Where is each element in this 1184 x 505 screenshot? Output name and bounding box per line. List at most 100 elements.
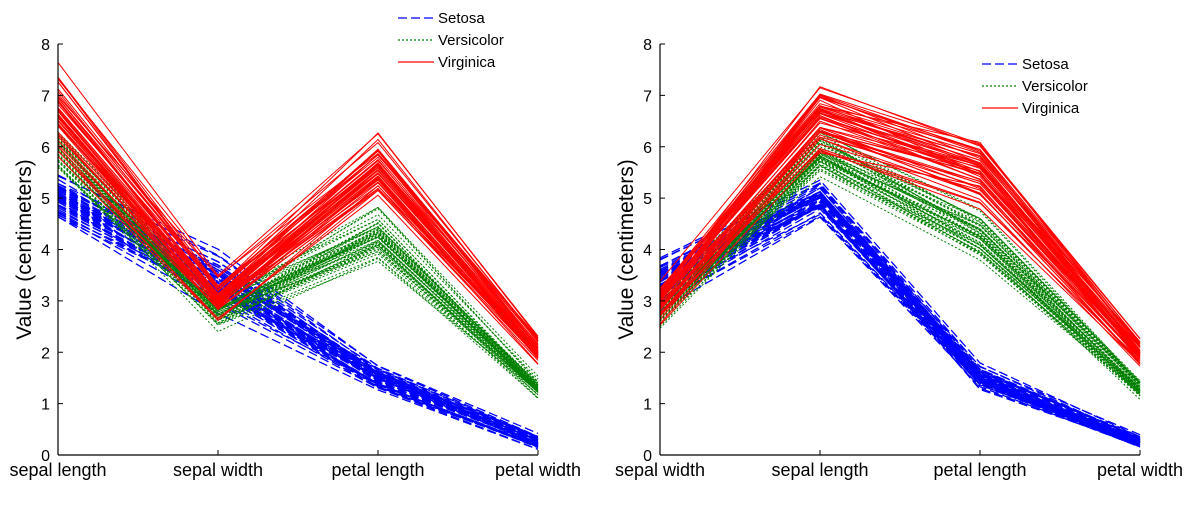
versicolor-line — [57, 167, 539, 399]
versicolor-line — [57, 155, 539, 400]
setosa-line — [57, 204, 539, 447]
versicolor-line — [659, 153, 1141, 387]
chart-panel-1: 0 1 2 3 4 5 6 7 8 sepal length sepal width petal le… — [9, 10, 581, 480]
virginica-line — [659, 150, 1141, 361]
setosa-line — [57, 198, 539, 444]
y-tick-label: 8 — [643, 37, 652, 54]
versicolor-line — [659, 139, 1141, 384]
virginica-line — [659, 94, 1141, 345]
virginica-line — [57, 93, 539, 353]
setosa-line — [659, 206, 1141, 444]
versicolor-line — [659, 163, 1141, 393]
versicolor-line — [659, 151, 1141, 384]
virginica-line — [57, 97, 539, 340]
setosa-line — [659, 193, 1141, 441]
versicolor-line — [659, 142, 1141, 390]
virginica-line — [659, 130, 1141, 360]
virginica-line — [57, 150, 539, 365]
versicolor-line — [57, 147, 539, 389]
virginica-line — [57, 123, 539, 360]
versicolor-line — [659, 157, 1141, 389]
y-tick-label: 5 — [41, 191, 50, 208]
y-tick-label: 0 — [643, 448, 652, 465]
setosa-line — [659, 195, 1141, 440]
y-axis-label: Value (centimeters) — [615, 159, 638, 340]
versicolor-line — [57, 164, 539, 396]
setosa-line — [57, 201, 539, 447]
versicolor-line — [57, 161, 539, 393]
legend-label-virginica: Virginica — [438, 54, 496, 71]
virginica-line — [57, 81, 539, 338]
versicolor-line — [659, 154, 1141, 392]
setosa-line — [659, 198, 1141, 445]
y-tick-label: 3 — [41, 294, 50, 311]
virginica-line — [659, 130, 1141, 362]
x-tick-label: petal width — [495, 460, 581, 480]
legend-label-versicolor: Versicolor — [438, 32, 504, 49]
virginica-line — [659, 134, 1141, 359]
setosa-line — [57, 190, 539, 442]
versicolor-line — [57, 143, 539, 390]
versicolor-line — [659, 164, 1141, 395]
virginica-line — [659, 110, 1141, 345]
legend-label-setosa: Setosa — [438, 10, 485, 27]
y-axis-label: Value (centimeters) — [13, 159, 36, 340]
versicolor-line — [57, 141, 539, 386]
virginica-line — [659, 94, 1141, 344]
virginica-line — [57, 100, 539, 346]
setosa-line — [57, 186, 539, 439]
chart-panel-2: 0 1 2 3 4 5 6 7 8 sepal width sepal length petal le… — [615, 37, 1183, 480]
virginica-line — [57, 156, 539, 358]
setosa-line — [57, 175, 539, 438]
y-tick-label: 4 — [643, 243, 652, 260]
versicolor-line — [659, 146, 1141, 388]
virginica-line — [659, 143, 1141, 360]
setosa-line — [659, 183, 1141, 440]
x-tick-label: petal length — [331, 460, 424, 480]
y-tick-label: 1 — [643, 397, 652, 414]
versicolor-line — [57, 165, 539, 399]
y-tick-label: 8 — [41, 37, 50, 54]
y-tick-label: 7 — [643, 88, 652, 105]
y-tick-label: 0 — [41, 448, 50, 465]
x-tick-label: sepal length — [9, 460, 106, 480]
versicolor-line — [659, 168, 1141, 394]
legend-label-setosa: Setosa — [1022, 56, 1069, 73]
x-tick-label: petal width — [1097, 460, 1183, 480]
versicolor-line — [659, 140, 1141, 382]
virginica-line — [659, 130, 1141, 365]
y-tick-label: 7 — [41, 88, 50, 105]
virginica-line — [659, 117, 1141, 352]
x-tick-label: petal length — [933, 460, 1026, 480]
y-tick-label: 6 — [41, 140, 50, 157]
setosa-line — [659, 179, 1141, 438]
legend-label-virginica: Virginica — [1022, 100, 1080, 117]
y-tick-label: 2 — [643, 345, 652, 362]
versicolor-line — [57, 154, 539, 390]
versicolor-line — [57, 166, 539, 391]
versicolor-line — [659, 152, 1141, 389]
versicolor-line — [659, 175, 1141, 394]
setosa-line — [659, 191, 1141, 440]
versicolor-line — [659, 169, 1141, 393]
legend-label-versicolor: Versicolor — [1022, 78, 1088, 95]
setosa-line — [57, 216, 539, 451]
legend: Setosa Versicolor Virginica — [982, 56, 1088, 117]
y-tick-label: 1 — [41, 397, 50, 414]
virginica-line — [57, 140, 539, 356]
versicolor-line — [659, 157, 1141, 394]
versicolor-line — [659, 153, 1141, 392]
versicolor-line — [659, 161, 1141, 393]
x-tick-label: sepal width — [615, 460, 705, 480]
setosa-line — [57, 207, 539, 446]
setosa-line — [57, 174, 539, 434]
versicolor-line — [659, 131, 1141, 384]
virginica-line — [659, 149, 1141, 364]
y-tick-label: 3 — [643, 294, 652, 311]
versicolor-line — [57, 142, 539, 383]
y-tick-label: 2 — [41, 345, 50, 362]
series-setosa — [57, 174, 539, 451]
x-tick-label: sepal width — [173, 460, 263, 480]
